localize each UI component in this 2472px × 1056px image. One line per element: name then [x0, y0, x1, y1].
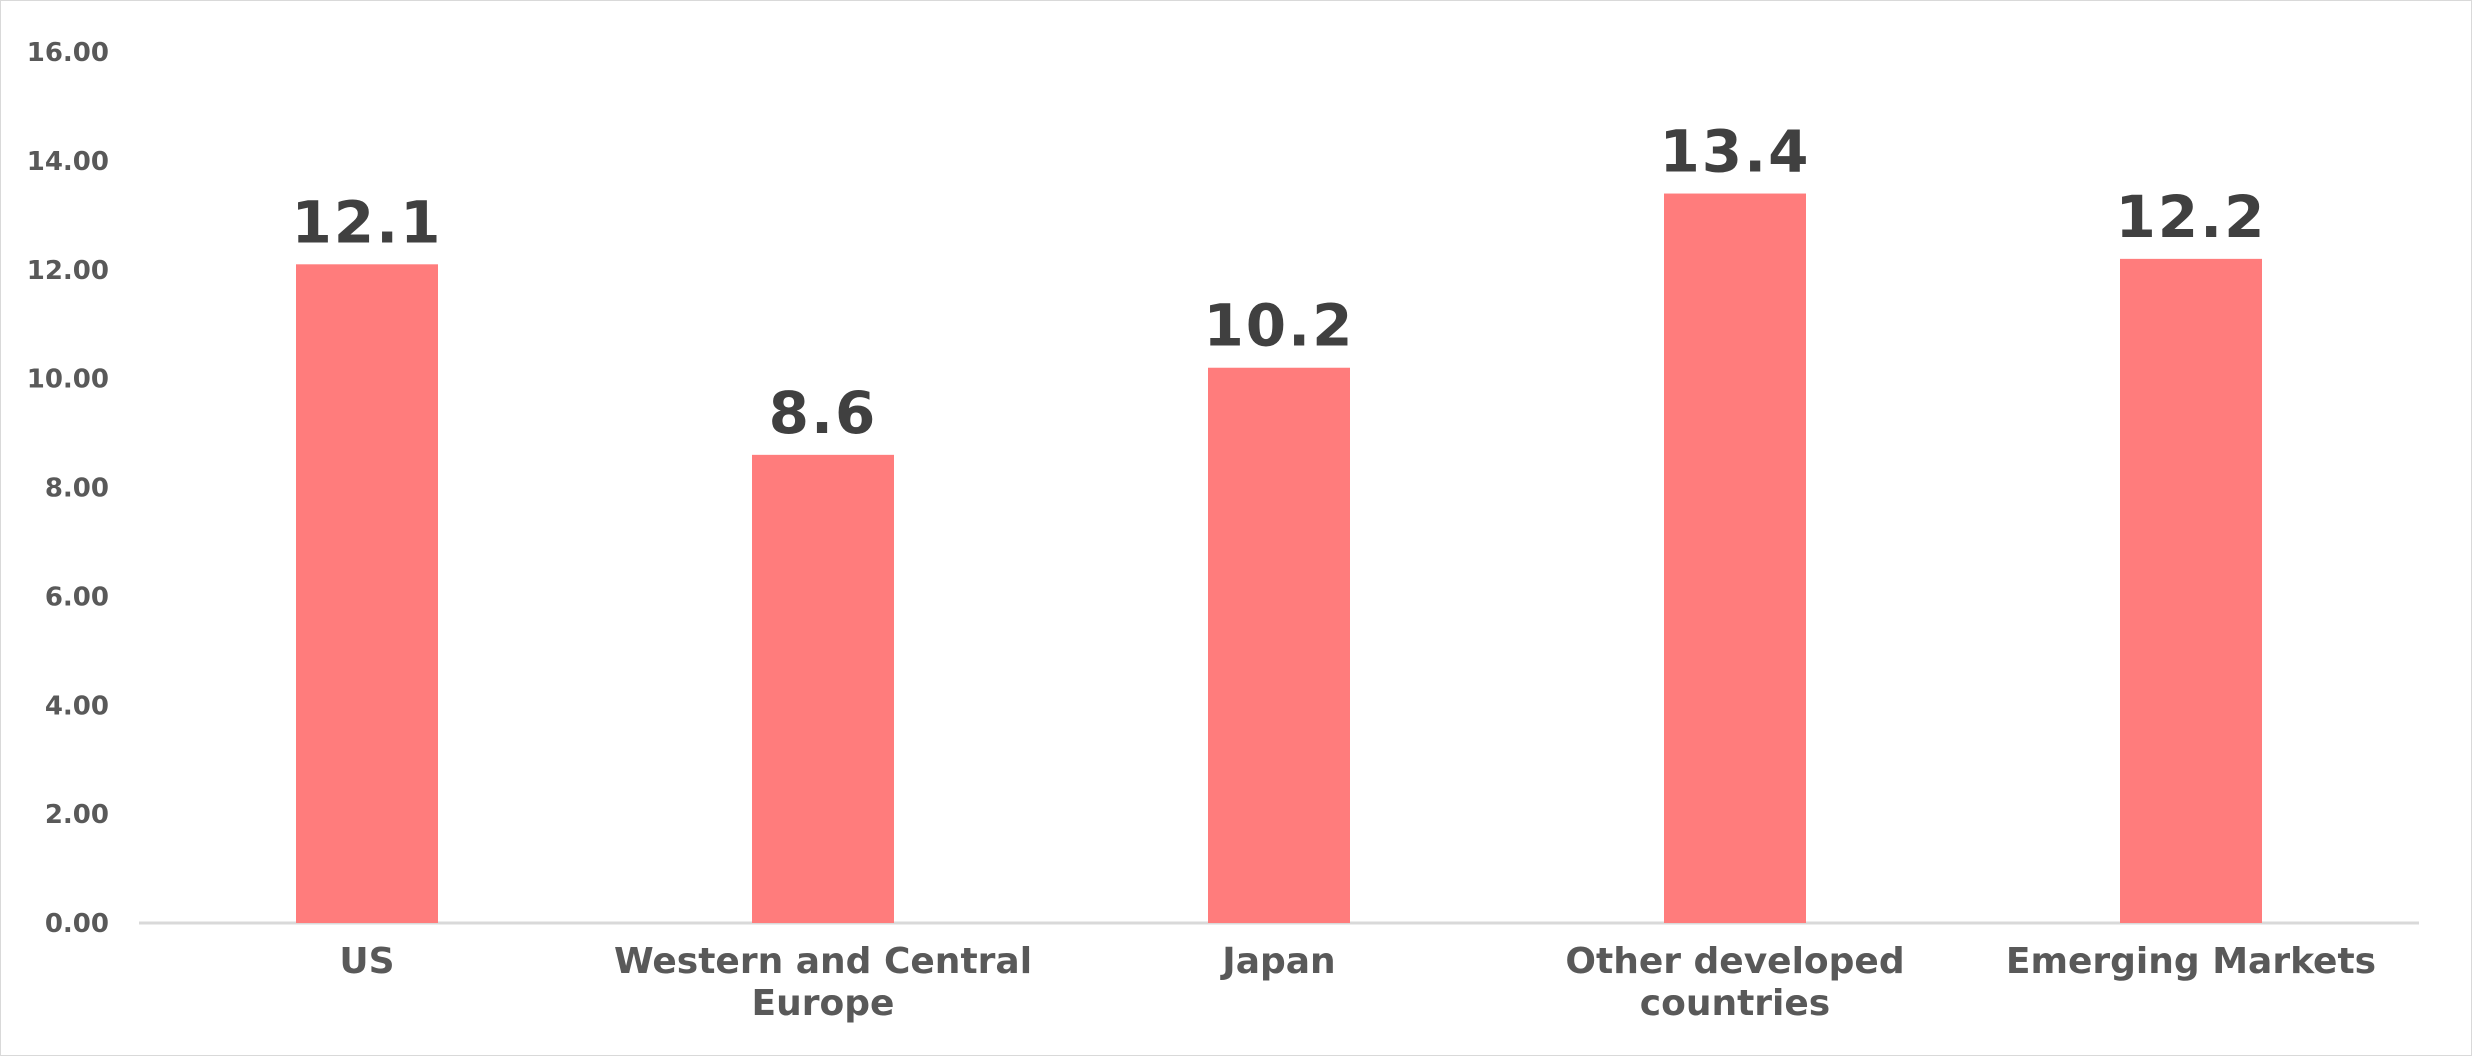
y-tick-label: 4.00 — [45, 691, 109, 721]
x-category-label-line: Europe — [752, 983, 895, 1024]
bar — [1664, 193, 1806, 924]
y-tick-label: 2.00 — [45, 800, 109, 830]
bar — [752, 454, 894, 923]
y-tick-label: 10.00 — [27, 365, 109, 395]
x-category-label-line: Other developed — [1565, 941, 1904, 982]
x-category-label: Emerging Markets — [2006, 941, 2376, 982]
x-category-label: Other developed countries — [1565, 941, 1904, 1024]
x-category-label: Western and Central Europe — [614, 941, 1032, 1024]
x-category-label-line: Western and Central — [614, 941, 1032, 982]
x-category-label-line: Emerging Markets — [2006, 941, 2376, 982]
y-tick-label: 12.00 — [27, 256, 109, 286]
x-category-label-line: US — [339, 941, 394, 982]
y-axis-tick-labels: 0.00 2.00 4.00 6.00 8.00 10.00 12.00 14.00 16.00 — [27, 38, 109, 939]
bar-data-label: 12.2 — [2115, 183, 2266, 251]
bar-data-label: 13.4 — [1659, 118, 1810, 186]
y-tick-label: 14.00 — [27, 147, 109, 177]
data-labels: 12.1 8.6 10.2 13.4 12.2 — [291, 118, 2266, 447]
bar — [1208, 367, 1350, 923]
y-tick-label: 16.00 — [27, 38, 109, 68]
bar — [296, 264, 438, 923]
y-tick-label: 0.00 — [45, 909, 109, 939]
bar — [2120, 258, 2262, 923]
y-tick-label: 8.00 — [45, 474, 109, 504]
x-category-label: Japan — [1219, 941, 1335, 982]
bars — [296, 193, 2262, 924]
bar-data-label: 8.6 — [769, 379, 878, 447]
x-category-label-line: Japan — [1219, 941, 1335, 982]
x-category-label: US — [339, 941, 394, 982]
y-tick-label: 6.00 — [45, 582, 109, 612]
x-axis-category-labels: US Western and Central Europe Japan Other de… — [339, 941, 2376, 1024]
x-category-label-line: countries — [1640, 983, 1830, 1024]
bar-data-label: 10.2 — [1203, 292, 1354, 360]
bar-data-label: 12.1 — [291, 188, 442, 256]
